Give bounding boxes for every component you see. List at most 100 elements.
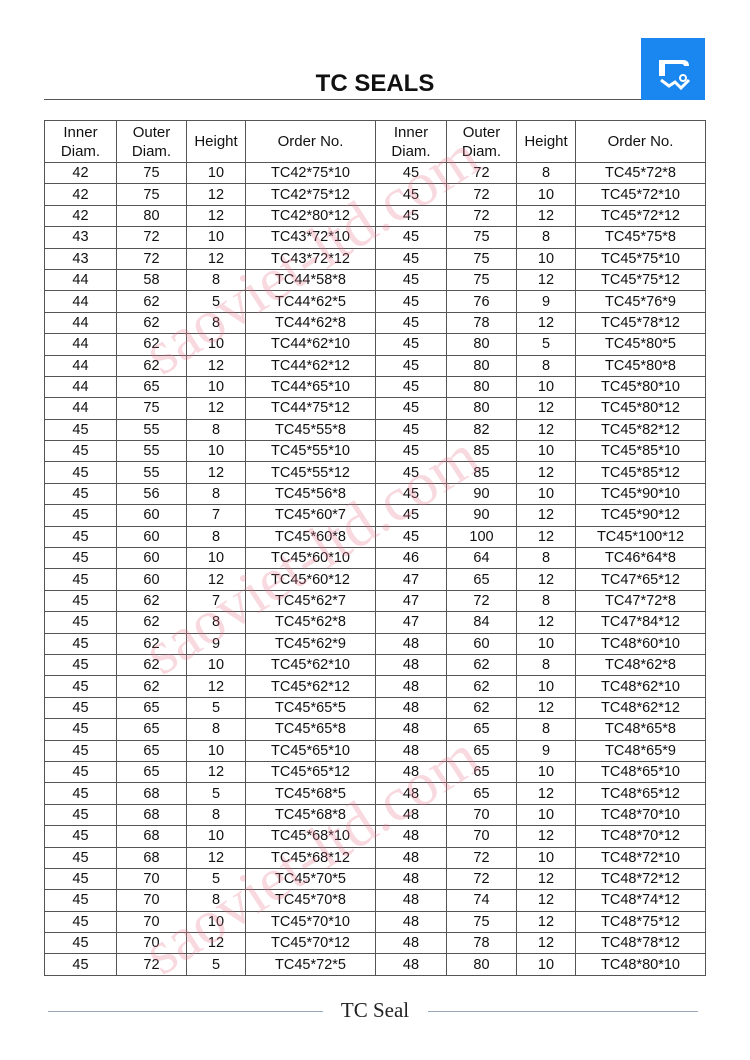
- table-cell: 12: [516, 825, 576, 848]
- table-cell: 72: [446, 867, 517, 891]
- table-cell: 10: [516, 632, 576, 655]
- table-cell: 8: [516, 547, 576, 570]
- table-cell: TC45*72*5: [245, 953, 376, 976]
- table-row: 43 72 12 TC43*72*12 45 75 10 TC45*75*10: [44, 247, 706, 270]
- table-cell: 45: [44, 568, 117, 591]
- table-cell: 76: [446, 290, 517, 313]
- table-cell: 58: [116, 268, 187, 292]
- table-cell: 7: [186, 504, 246, 527]
- table-cell: 10: [186, 161, 246, 185]
- table-cell: 12: [186, 675, 246, 698]
- table-row: 44 65 10 TC44*65*10 45 80 10 TC45*80*10: [44, 375, 706, 399]
- table-cell: TC43*72*10: [245, 226, 376, 249]
- table-cell: TC45*60*12: [245, 568, 376, 591]
- table-cell: 12: [516, 397, 576, 420]
- table-cell: 8: [186, 889, 246, 912]
- table-cell: 7: [186, 589, 246, 613]
- table-cell: 12: [186, 247, 246, 270]
- table-cell: 55: [116, 461, 187, 484]
- table-cell: 48: [375, 782, 447, 805]
- table-cell: 47: [375, 611, 447, 634]
- table-cell: 45: [44, 418, 117, 442]
- table-cell: 68: [116, 825, 187, 848]
- table-cell: 45: [44, 461, 117, 484]
- table-cell: 12: [516, 311, 576, 335]
- table-cell: 70: [116, 910, 187, 934]
- table-cell: 65: [446, 739, 517, 762]
- table-row: 45 70 12 TC45*70*12 48 78 12 TC48*78*12: [44, 932, 706, 955]
- table-cell: TC45*78*12: [575, 311, 706, 335]
- table-cell: 84: [446, 611, 517, 634]
- table-cell: 12: [186, 397, 246, 420]
- table-cell: 62: [116, 354, 187, 377]
- table-cell: 12: [186, 354, 246, 377]
- table-cell: 48: [375, 867, 447, 891]
- table-cell: 48: [375, 910, 447, 934]
- table-cell: 90: [446, 504, 517, 527]
- table-cell: 8: [186, 311, 246, 335]
- footer-text: TC Seal: [340, 998, 410, 1022]
- table-cell: 45: [375, 482, 447, 506]
- table-cell: 12: [516, 525, 576, 549]
- table-cell: 45: [44, 632, 117, 655]
- table-cell: 78: [446, 311, 517, 335]
- table-cell: 12: [516, 418, 576, 442]
- title-divider: [44, 99, 641, 100]
- table-cell: 60: [446, 632, 517, 655]
- table-row: 44 62 8 TC44*62*8 45 78 12 TC45*78*12: [44, 311, 706, 335]
- column-header: Outer Diam.: [446, 120, 517, 163]
- table-row: 45 60 7 TC45*60*7 45 90 12 TC45*90*12: [44, 504, 706, 527]
- table-cell: TC48*78*12: [575, 932, 706, 955]
- table-cell: TC45*76*9: [575, 290, 706, 313]
- table-cell: 68: [116, 782, 187, 805]
- table-row: 44 62 12 TC44*62*12 45 80 8 TC45*80*8: [44, 354, 706, 377]
- table-row: 44 75 12 TC44*75*12 45 80 12 TC45*80*12: [44, 397, 706, 420]
- table-cell: 45: [375, 525, 447, 549]
- table-cell: 62: [116, 290, 187, 313]
- table-row: 43 72 10 TC43*72*10 45 75 8 TC45*75*8: [44, 226, 706, 249]
- table-cell: 12: [516, 568, 576, 591]
- table-cell: 5: [516, 333, 576, 356]
- table-cell: TC44*75*12: [245, 397, 376, 420]
- table-cell: 45: [44, 739, 117, 762]
- table-cell: 65: [116, 718, 187, 741]
- table-cell: 10: [186, 547, 246, 570]
- table-cell: 45: [44, 803, 117, 827]
- table-cell: 10: [516, 675, 576, 698]
- table-cell: 12: [516, 268, 576, 292]
- table-cell: 78: [446, 932, 517, 955]
- table-cell: 65: [446, 760, 517, 784]
- table-cell: 72: [116, 226, 187, 249]
- table-cell: 12: [516, 932, 576, 955]
- table-cell: 62: [446, 675, 517, 698]
- table-cell: 8: [186, 268, 246, 292]
- table-cell: 10: [516, 846, 576, 869]
- column-header: Inner Diam.: [44, 120, 117, 163]
- table-cell: 72: [116, 953, 187, 976]
- table-cell: 8: [516, 653, 576, 677]
- table-cell: 48: [375, 718, 447, 741]
- table-cell: TC45*85*10: [575, 440, 706, 463]
- table-cell: 12: [516, 204, 576, 228]
- table-cell: TC45*80*12: [575, 397, 706, 420]
- table-cell: 48: [375, 953, 447, 976]
- table-cell: 9: [516, 290, 576, 313]
- table-cell: 60: [116, 504, 187, 527]
- table-cell: 65: [116, 696, 187, 720]
- table-cell: 62: [116, 653, 187, 677]
- table-row: 45 60 10 TC45*60*10 46 64 8 TC46*64*8: [44, 547, 706, 570]
- table-cell: 45: [44, 547, 117, 570]
- table-cell: 85: [446, 440, 517, 463]
- table-cell: TC45*62*12: [245, 675, 376, 698]
- table-row: 45 65 10 TC45*65*10 48 65 9 TC48*65*9: [44, 739, 706, 762]
- table-cell: 12: [516, 910, 576, 934]
- table-cell: 44: [44, 333, 117, 356]
- table-cell: 10: [186, 440, 246, 463]
- table-cell: TC48*62*8: [575, 653, 706, 677]
- table-cell: 12: [516, 461, 576, 484]
- table-cell: TC48*60*10: [575, 632, 706, 655]
- table-cell: 45: [44, 760, 117, 784]
- table-cell: TC45*75*10: [575, 247, 706, 270]
- table-cell: 44: [44, 268, 117, 292]
- table-cell: TC45*70*5: [245, 867, 376, 891]
